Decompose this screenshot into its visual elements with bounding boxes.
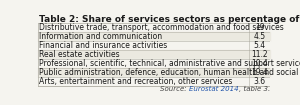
Text: Source:: Source:: [160, 86, 189, 92]
Text: Distributive trade, transport, accommodation and food services: Distributive trade, transport, accommoda…: [39, 23, 284, 32]
Text: Financial and insurance activities: Financial and insurance activities: [39, 41, 168, 50]
Text: Eurostat 2014: Eurostat 2014: [189, 86, 239, 92]
Bar: [38, 59, 270, 68]
Text: 3.6: 3.6: [254, 77, 266, 86]
Bar: [38, 68, 270, 77]
Text: 4.5: 4.5: [254, 32, 266, 41]
Text: 10.4: 10.4: [251, 59, 268, 68]
Bar: [38, 23, 270, 32]
Text: Information and communication: Information and communication: [39, 32, 163, 41]
Text: Table 2: Share of services sectors as percentage of total value added, EU 28: Table 2: Share of services sectors as pe…: [39, 15, 300, 24]
Bar: [38, 41, 270, 50]
Text: 19: 19: [255, 23, 264, 32]
Text: Professional, scientific, technical, administrative and support services: Professional, scientific, technical, adm…: [39, 59, 300, 68]
Text: 5.4: 5.4: [254, 41, 266, 50]
Text: 11.2: 11.2: [251, 50, 268, 59]
Text: , table 3.: , table 3.: [239, 86, 270, 92]
Bar: [38, 50, 270, 59]
Bar: [38, 77, 270, 86]
Text: Real estate activities: Real estate activities: [39, 50, 120, 59]
Text: Arts, entertainment and recreation, other services: Arts, entertainment and recreation, othe…: [39, 77, 233, 86]
Text: Public administration, defence, education, human health and social work activiti: Public administration, defence, educatio…: [39, 68, 300, 77]
Text: 19.4: 19.4: [251, 68, 268, 77]
Bar: [38, 32, 270, 41]
